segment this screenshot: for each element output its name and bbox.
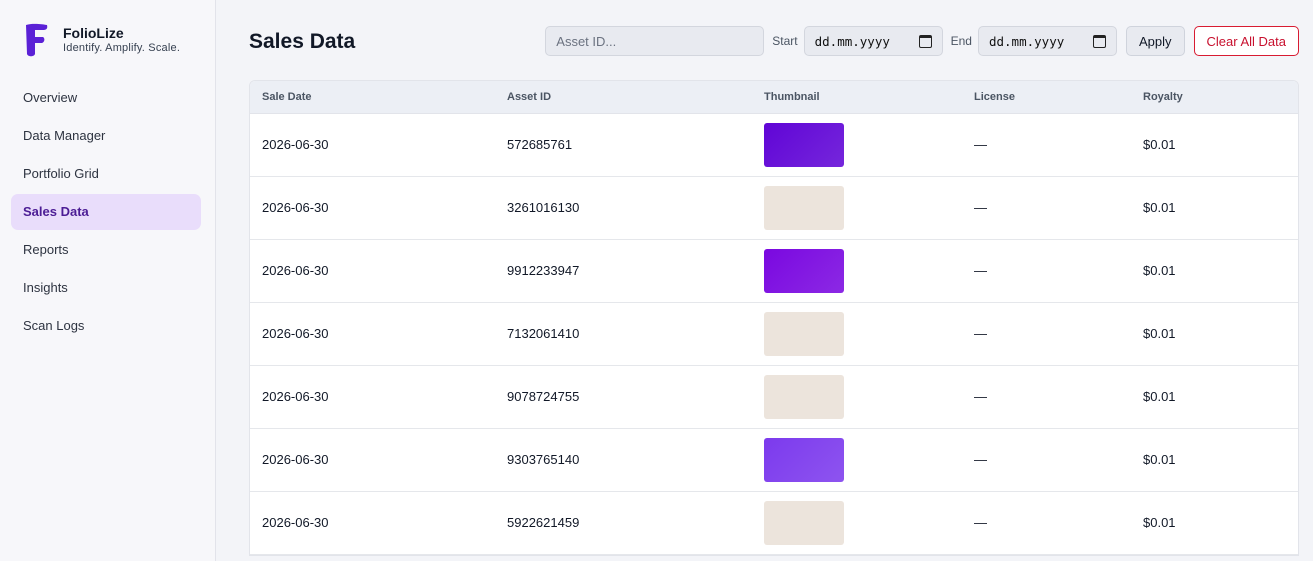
start-label: Start: [772, 34, 798, 48]
table-row[interactable]: 2026-06-30 9912233947 — $0.01: [250, 239, 1298, 303]
thumbnail-cell: [764, 176, 974, 240]
calendar-icon[interactable]: [918, 34, 932, 48]
thumbnail-image[interactable]: [764, 374, 844, 419]
sidebar-item-portfolio-grid[interactable]: Portfolio Grid: [23, 166, 99, 181]
table-header-row: Sale Date Asset ID Thumbnail License Royalty: [250, 81, 1298, 114]
asset-id-cell: 9912233947: [507, 239, 764, 303]
sidebar-item-scan-logs[interactable]: Scan Logs: [23, 318, 85, 333]
royalty-cell: $0.01: [1143, 365, 1298, 429]
thumbnail-image[interactable]: [764, 311, 844, 356]
asset-id-cell: 3261016130: [507, 176, 764, 240]
table-row[interactable]: 2026-06-30 572685761 — $0.01: [250, 113, 1298, 177]
sale-date-cell: 2026-06-30: [250, 239, 507, 303]
sidebar-nav: Overview Data Manager Portfolio Grid Sales …: [0, 80, 215, 344]
sidebar-item-insights[interactable]: Insights: [23, 280, 68, 295]
royalty-cell: $0.01: [1143, 113, 1298, 177]
main-content: Sales Data Start dd.mm.yyyy End dd.mm.yy…: [216, 0, 1313, 561]
license-cell: —: [974, 491, 1143, 555]
sidebar-item-sales-data[interactable]: Sales Data: [11, 194, 201, 230]
asset-id-cell: 5922621459: [507, 491, 764, 555]
asset-id-cell: 7132061410: [507, 302, 764, 366]
sale-date-cell: 2026-06-30: [250, 113, 507, 177]
thumbnail-image[interactable]: [764, 185, 844, 230]
thumbnail-cell: [764, 239, 974, 303]
filters-bar: Start dd.mm.yyyy End dd.mm.yyyy Apply Cl…: [545, 26, 1299, 56]
table-row[interactable]: 2026-06-30 9303765140 — $0.01: [250, 428, 1298, 492]
thumbnail-cell: [764, 428, 974, 492]
sales-table: Sale Date Asset ID Thumbnail License Royalty…: [250, 81, 1298, 555]
thumbnail-image[interactable]: [764, 437, 844, 482]
license-cell: —: [974, 428, 1143, 492]
table-row[interactable]: 2026-06-30 5922621459 — $0.01: [250, 491, 1298, 555]
column-header-royalty[interactable]: Royalty: [1143, 81, 1298, 114]
license-cell: —: [974, 176, 1143, 240]
sale-date-cell: 2026-06-30: [250, 365, 507, 429]
sale-date-cell: 2026-06-30: [250, 491, 507, 555]
end-date-value: dd.mm.yyyy: [988, 33, 1065, 49]
column-header-asset-id[interactable]: Asset ID: [507, 81, 764, 114]
start-date-value: dd.mm.yyyy: [814, 33, 890, 49]
sales-table-container: Sale Date Asset ID Thumbnail License Royalty…: [249, 80, 1299, 556]
calendar-icon[interactable]: [1092, 34, 1106, 48]
sidebar-item-data-manager[interactable]: Data Manager: [23, 128, 106, 143]
royalty-cell: $0.01: [1143, 491, 1298, 555]
clear-all-data-button[interactable]: Clear All Data: [1193, 26, 1299, 56]
license-cell: —: [974, 365, 1143, 429]
royalty-cell: $0.01: [1143, 428, 1298, 492]
end-date-input[interactable]: dd.mm.yyyy: [977, 26, 1117, 56]
apply-button[interactable]: Apply: [1125, 26, 1185, 56]
end-label: End: [950, 34, 972, 48]
asset-id-cell: 9303765140: [507, 428, 764, 492]
royalty-cell: $0.01: [1143, 176, 1298, 240]
royalty-cell: $0.01: [1143, 302, 1298, 366]
thumbnail-cell: [764, 302, 974, 366]
app-name: FolioLize: [63, 25, 124, 41]
topbar: Sales Data Start dd.mm.yyyy End dd.mm.yy…: [249, 0, 1299, 80]
asset-id-cell: 572685761: [507, 113, 764, 177]
sidebar-item-reports[interactable]: Reports: [23, 242, 69, 257]
column-header-license[interactable]: License: [974, 81, 1143, 114]
start-date-input[interactable]: dd.mm.yyyy: [803, 26, 943, 56]
foliolize-logo-icon: [26, 23, 48, 56]
license-cell: —: [974, 239, 1143, 303]
thumbnail-cell: [764, 113, 974, 177]
sidebar-item-overview[interactable]: Overview: [23, 90, 78, 105]
table-row[interactable]: 2026-06-30 7132061410 — $0.01: [250, 302, 1298, 366]
app-tagline: Identify. Amplify. Scale.: [63, 42, 181, 54]
table-body: 2026-06-30 572685761— $0.01 2026-06-30 32610…: [250, 113, 1298, 555]
asset-id-input[interactable]: [545, 26, 765, 56]
table-row[interactable]: 2026-06-30 9078724755 — $0.01: [250, 365, 1298, 429]
sale-date-cell: 2026-06-30: [250, 176, 507, 240]
thumbnail-image[interactable]: [764, 500, 844, 545]
brand[interactable]: FolioLize Identify. Amplify. Scale.: [0, 0, 215, 80]
sale-date-cell: 2026-06-30: [250, 428, 507, 492]
royalty-cell: $0.01: [1143, 239, 1298, 303]
asset-id-cell: 9078724755: [507, 365, 764, 429]
thumbnail-image[interactable]: [764, 248, 844, 293]
thumbnail-cell: [764, 365, 974, 429]
column-header-sale-date[interactable]: Sale Date: [250, 81, 507, 114]
thumbnail-image[interactable]: [764, 122, 844, 167]
sale-date-cell: 2026-06-30: [250, 302, 507, 366]
page-title: Sales Data: [249, 30, 356, 53]
column-header-thumbnail[interactable]: Thumbnail: [764, 81, 974, 114]
license-cell: —: [974, 302, 1143, 366]
table-row[interactable]: 2026-06-30 3261016130 — $0.01: [250, 176, 1298, 240]
sidebar: FolioLize Identify. Amplify. Scale. Over…: [0, 0, 216, 561]
license-cell: —: [974, 113, 1143, 177]
thumbnail-cell: [764, 491, 974, 555]
